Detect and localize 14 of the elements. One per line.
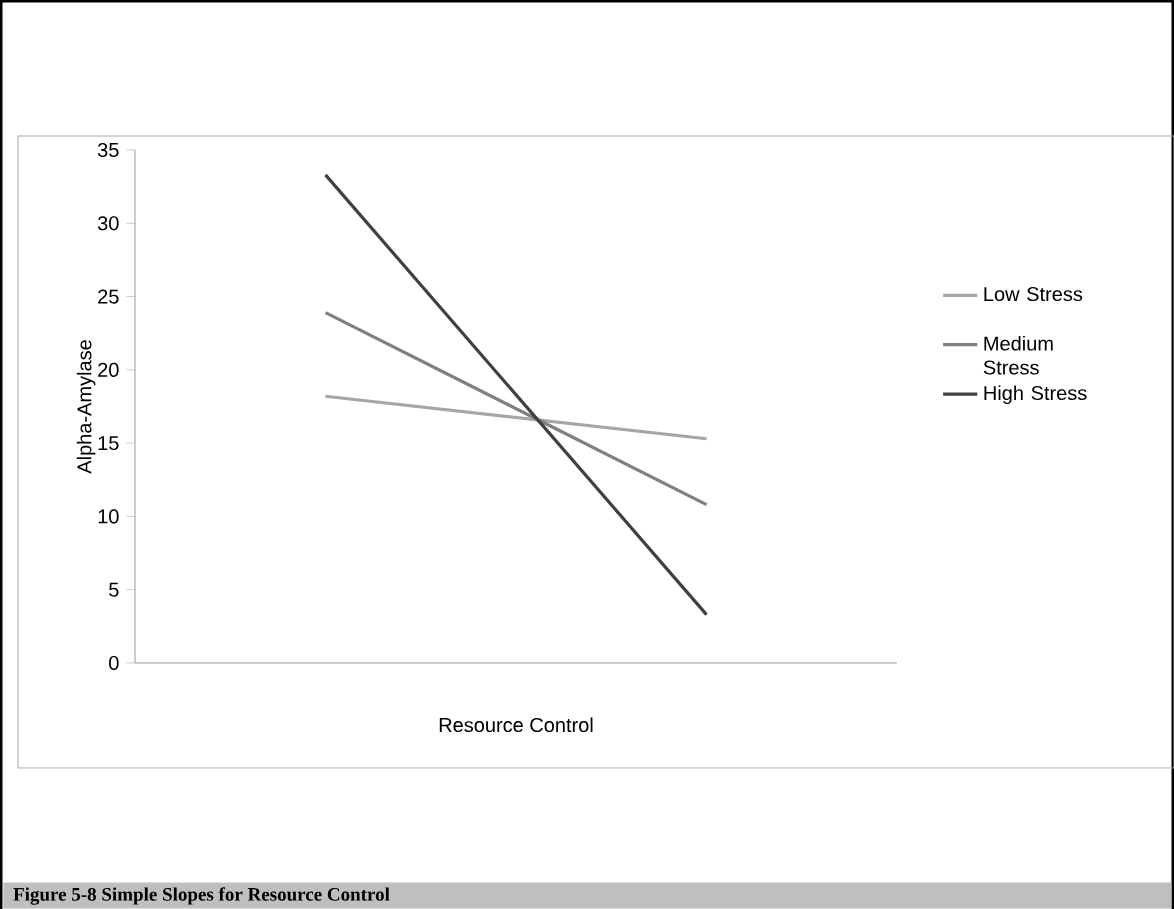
legend-label: High Stress [984,385,1087,405]
y-axis-title: Alpha-Amylase [76,340,96,474]
x-axis-title: Resource Control [439,717,593,733]
caption: Figure 5-8 Simple Slopes for Resource Control [13,887,390,905]
y-tick-label: 35 [97,142,119,158]
y-tick-label: 5 [109,582,119,597]
y-tick-label: 25 [98,289,119,304]
legend-label: Medium Stress [983,335,1053,375]
y-tick-label: 30 [97,216,119,231]
y-tick-label: 15 [98,436,119,451]
y-tick-label: 10 [98,509,119,524]
y-tick-label: 20 [98,362,119,377]
legend-label: Low Stress [984,286,1083,302]
y-tick-label: 0 [109,655,119,671]
